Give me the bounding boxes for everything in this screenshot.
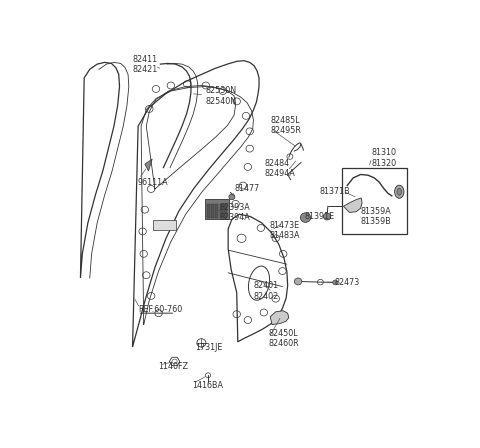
Text: 82393A
82394A: 82393A 82394A <box>220 203 251 222</box>
Text: 82473: 82473 <box>335 278 360 287</box>
Text: 82401
82402: 82401 82402 <box>253 281 279 301</box>
Circle shape <box>333 280 338 285</box>
Bar <box>224 204 227 218</box>
Polygon shape <box>270 311 289 324</box>
Bar <box>205 198 229 220</box>
Text: 81473E
81483A: 81473E 81483A <box>269 221 300 240</box>
Text: 81391E: 81391E <box>304 212 334 221</box>
Bar <box>153 220 176 230</box>
Ellipse shape <box>395 185 404 198</box>
Bar <box>216 204 218 218</box>
Text: REF.60-760: REF.60-760 <box>138 305 182 314</box>
Text: 81310
81320: 81310 81320 <box>372 148 397 168</box>
Text: 81477: 81477 <box>234 185 259 194</box>
Text: 1140FZ: 1140FZ <box>158 362 189 371</box>
Text: 82530N
82540N: 82530N 82540N <box>205 86 236 106</box>
Text: 82485L
82495R: 82485L 82495R <box>270 116 301 135</box>
Text: 81359A
81359B: 81359A 81359B <box>360 207 391 226</box>
Bar <box>211 204 215 218</box>
Ellipse shape <box>397 188 401 195</box>
Bar <box>219 204 223 218</box>
Circle shape <box>229 194 235 200</box>
Text: 1731JE: 1731JE <box>195 343 222 352</box>
Circle shape <box>324 213 331 220</box>
Polygon shape <box>344 198 362 212</box>
Circle shape <box>300 213 311 223</box>
Text: 82450L
82460R: 82450L 82460R <box>268 329 299 348</box>
Circle shape <box>294 278 302 285</box>
Text: 82411
82421: 82411 82421 <box>132 55 158 74</box>
Text: 82484
82494A: 82484 82494A <box>264 159 295 178</box>
Bar <box>207 204 210 218</box>
Bar <box>342 168 407 234</box>
Text: 1416BA: 1416BA <box>192 381 223 390</box>
Text: 81371B: 81371B <box>320 187 350 196</box>
Polygon shape <box>145 159 152 171</box>
Text: 96111A: 96111A <box>137 177 168 186</box>
